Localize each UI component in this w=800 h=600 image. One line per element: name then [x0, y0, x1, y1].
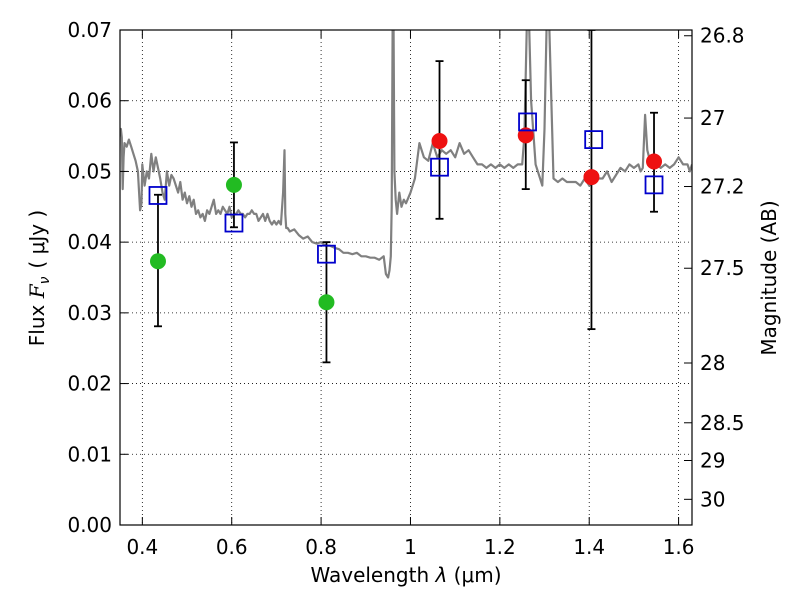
right-axis-label: Magnitude (AB): [757, 200, 781, 355]
model-spectrum-line: [120, 30, 692, 279]
x-axis-label: Wavelength λ (μm): [310, 563, 501, 587]
right-axis-tick-label: 29: [700, 449, 725, 473]
right-axis-tick-label: 27.2: [700, 175, 745, 199]
observed-optical-point: [149, 253, 166, 270]
model-photometry-point: [317, 244, 336, 264]
x-axis-label-symbol: λ: [434, 563, 447, 587]
x-axis-ticks: 0.4 0.6 0.8 1 1.2 1.4 1.6: [126, 30, 695, 559]
observed-nir-point: [517, 127, 534, 144]
model-photometry-point: [644, 175, 664, 195]
y-axis-label-subscript: ν: [37, 276, 53, 284]
x-tick-label: 1: [404, 535, 417, 559]
model-spectrum-layer: [120, 30, 692, 279]
right-axis-tick-label: 27: [700, 106, 725, 130]
observed-nir-point: [583, 169, 600, 186]
observed-nir-point: [431, 133, 448, 150]
y-axis-label-prefix: Flux: [25, 298, 49, 346]
observed-points-layer: [149, 127, 663, 311]
y-tick-label: 0.03: [67, 301, 112, 325]
model-photometry-layer: [148, 112, 664, 264]
y-tick-label: 0.05: [67, 159, 112, 183]
x-axis-label-prefix: Wavelength: [310, 563, 435, 587]
right-axis-ticks: 26.8 27 27.2 27.5 28 28.5 29 30: [684, 24, 745, 511]
model-photometry-point: [584, 130, 604, 150]
y-axis-ticks: 0.00 0.01 0.02 0.03 0.04 0.05 0.06 0.07: [67, 18, 128, 537]
y-tick-label: 0.06: [67, 89, 112, 113]
model-photometry-point: [518, 112, 537, 132]
right-axis-tick-label: 27.5: [700, 256, 745, 280]
y-tick-label: 0.02: [67, 372, 112, 396]
observed-nir-point: [646, 153, 663, 170]
x-tick-label: 0.4: [126, 535, 158, 559]
y-axis-label-symbol: F: [25, 283, 49, 299]
y-tick-label: 0.00: [67, 513, 112, 537]
model-photometry-point: [430, 157, 449, 177]
y-tick-label: 0.07: [67, 18, 112, 42]
y-axis-label: Flux Fν ( μJy ): [25, 210, 53, 346]
x-tick-label: 1.6: [663, 535, 695, 559]
x-tick-label: 0.6: [216, 535, 248, 559]
y-tick-label: 0.04: [67, 230, 112, 254]
right-axis-tick-label: 30: [700, 487, 725, 511]
right-axis-tick-label: 28: [700, 351, 725, 375]
y-tick-label: 0.01: [67, 442, 112, 466]
x-tick-label: 1.4: [573, 535, 605, 559]
right-axis-tick-label: 26.8: [700, 24, 745, 48]
x-axis-label-units: (μm): [447, 563, 501, 587]
right-axis-tick-label: 28.5: [700, 411, 745, 435]
x-tick-label: 1.2: [484, 535, 516, 559]
model-photometry-point: [224, 213, 244, 233]
x-tick-label: 0.8: [305, 535, 337, 559]
observed-optical-point: [318, 294, 335, 311]
y-axis-label-units: ( μJy ): [25, 210, 49, 269]
plot-frame: [119, 29, 693, 526]
observed-optical-point: [225, 176, 242, 193]
model-photometry-point: [148, 186, 168, 205]
